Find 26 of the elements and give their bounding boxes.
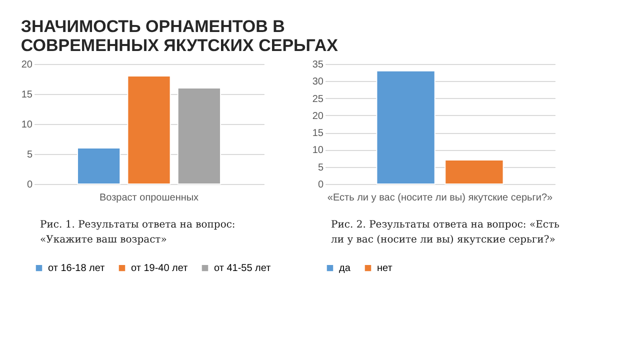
text: Рис. 2. Результаты ответа на вопрос: «Есть ли у вас (носите ли вы) якутские серьги?» xyxy=(331,220,560,246)
text: Рис. 1. Результаты ответа на вопрос: «Укажите ваш возраст» xyxy=(40,220,236,246)
y-tick-label: 15 xyxy=(21,90,33,100)
chart-title: ЗНАЧИМОСТЬ ОРНАМЕНТОВ В СОВРЕМЕННЫХ ЯКУТСКИХ СЕРЬГАХ xyxy=(20,17,339,55)
legend-label: нет xyxy=(377,263,393,274)
bar xyxy=(177,88,222,184)
y-tick-label: 5 xyxy=(318,162,324,174)
y-tick-label: 35 xyxy=(312,60,324,70)
y-tick-label: 15 xyxy=(312,128,324,140)
x-tick-label: «Есть ли у вас (носите ли вы) якутские серьги?» xyxy=(327,192,554,204)
y-tick-label: 0 xyxy=(318,180,324,190)
y-tick-label: 10 xyxy=(21,120,33,130)
legend-label: от 41-55 лет xyxy=(214,263,272,274)
legend-label: да xyxy=(339,263,351,274)
y-tick-label: 20 xyxy=(21,60,33,70)
y-tick-label: 25 xyxy=(312,94,324,105)
y-tick-label: 10 xyxy=(312,145,324,156)
x-tick-label: Возраст опрошенных xyxy=(99,192,199,204)
legend-label: от 19-40 лет xyxy=(131,263,188,274)
bar xyxy=(127,76,171,184)
y-tick-label: 0 xyxy=(26,180,33,190)
y-tick-label: 5 xyxy=(26,150,33,160)
y-tick-label: 30 xyxy=(312,76,324,88)
bar xyxy=(76,148,121,184)
y-tick-label: 20 xyxy=(312,110,324,122)
legend-label: от 16-18 лет xyxy=(48,263,106,274)
